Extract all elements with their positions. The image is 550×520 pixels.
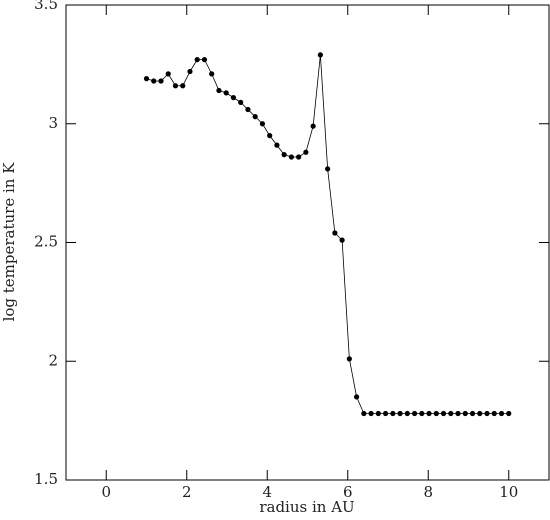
point bbox=[209, 71, 215, 77]
x-tick-label: 0 bbox=[101, 483, 111, 501]
point bbox=[404, 410, 410, 417]
point bbox=[296, 154, 302, 160]
point bbox=[448, 410, 454, 417]
y-axis-label: log temperature in K bbox=[0, 162, 18, 322]
x-tick-label: 6 bbox=[343, 483, 353, 501]
point bbox=[201, 57, 208, 63]
point bbox=[288, 154, 294, 160]
point bbox=[252, 114, 258, 120]
point bbox=[382, 410, 389, 417]
point bbox=[339, 237, 345, 243]
point bbox=[303, 149, 309, 155]
point bbox=[433, 410, 439, 417]
point bbox=[238, 99, 244, 105]
x-tick-label: 2 bbox=[182, 483, 192, 501]
point bbox=[216, 87, 222, 94]
point bbox=[274, 142, 280, 148]
point bbox=[187, 68, 193, 75]
point bbox=[469, 410, 476, 417]
point bbox=[419, 410, 425, 417]
x-axis-label: radius in AU bbox=[259, 498, 354, 516]
point bbox=[223, 90, 229, 96]
line bbox=[146, 54, 509, 414]
point bbox=[491, 410, 497, 417]
point bbox=[172, 83, 179, 89]
point bbox=[151, 78, 157, 84]
point bbox=[310, 123, 316, 129]
point bbox=[143, 76, 150, 82]
point bbox=[317, 52, 323, 58]
point bbox=[267, 133, 273, 139]
point bbox=[390, 410, 396, 417]
point bbox=[354, 394, 360, 400]
point bbox=[484, 410, 490, 417]
point bbox=[462, 410, 468, 417]
x-tick-label: 4 bbox=[262, 483, 272, 501]
y-tick-label: 3 bbox=[48, 114, 58, 132]
point bbox=[477, 410, 483, 417]
point bbox=[411, 410, 418, 417]
point bbox=[325, 166, 331, 172]
y-tick-label: 2 bbox=[48, 351, 58, 369]
point bbox=[194, 57, 200, 63]
point bbox=[498, 410, 505, 417]
y-tick-label: 3.5 bbox=[34, 0, 58, 13]
point bbox=[506, 410, 512, 417]
plot-frame bbox=[65, 4, 550, 481]
point bbox=[165, 71, 171, 77]
y-tick-label: 1.5 bbox=[34, 470, 58, 488]
x-tick-label: 10 bbox=[499, 483, 518, 501]
point bbox=[397, 410, 403, 417]
point bbox=[158, 78, 164, 84]
point bbox=[455, 410, 461, 417]
point bbox=[375, 410, 381, 417]
point bbox=[368, 410, 374, 417]
point bbox=[346, 356, 352, 362]
y-tick-label: 2.5 bbox=[34, 233, 58, 251]
point bbox=[332, 230, 338, 236]
point bbox=[230, 95, 237, 101]
point bbox=[281, 152, 287, 158]
x-tick-label: 8 bbox=[423, 483, 433, 501]
point bbox=[426, 410, 432, 417]
point bbox=[245, 106, 251, 113]
point bbox=[180, 83, 186, 89]
point bbox=[361, 410, 367, 417]
point bbox=[440, 410, 447, 417]
point bbox=[259, 121, 266, 127]
